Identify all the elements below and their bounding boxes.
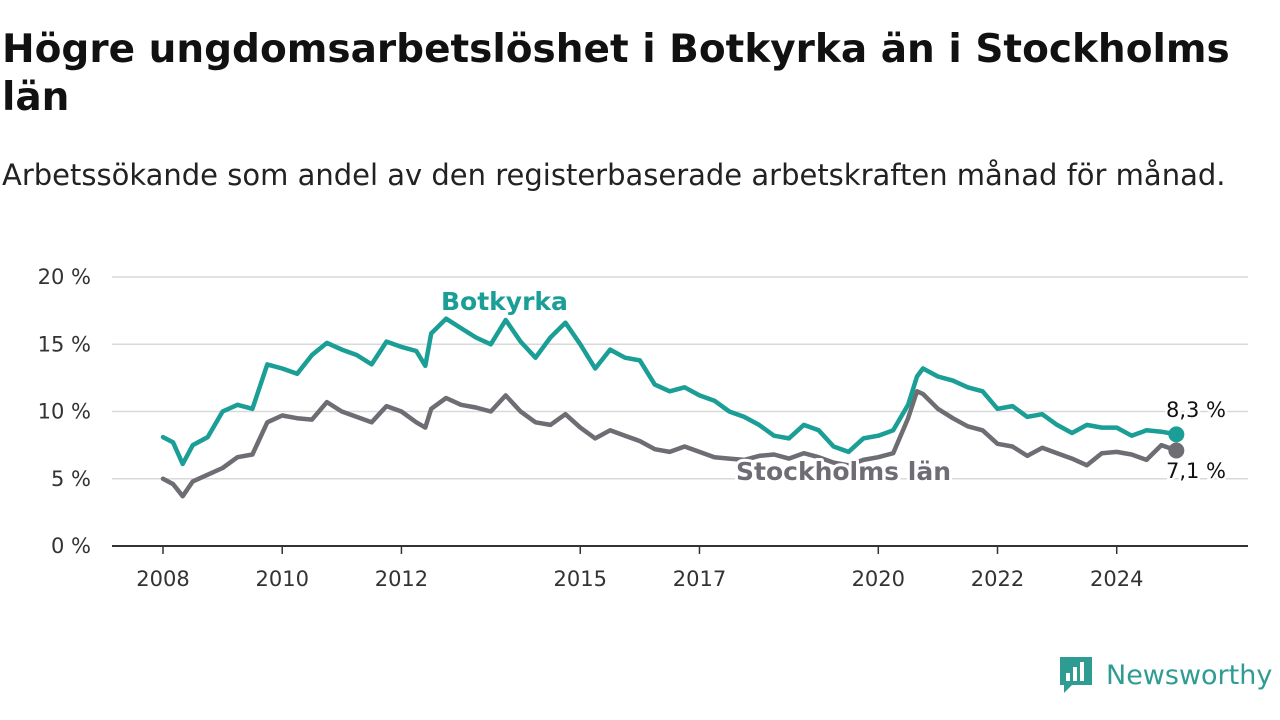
series-line-botkyrka — [160, 316, 1179, 467]
chart-subtitle: Arbetssökande som andel av den registerb… — [2, 158, 1226, 192]
end-point-botkyrka — [1168, 426, 1185, 443]
series-label-botkyrka: Botkyrka — [441, 287, 568, 316]
y-tick-label: 15 % — [38, 332, 91, 356]
end-point-stockholms-lan — [1168, 442, 1185, 459]
x-tick-label: 2008 — [136, 567, 189, 591]
x-tick-label: 2012 — [375, 567, 428, 591]
x-tick-label: 2015 — [554, 567, 607, 591]
y-tick-label: 5 % — [51, 467, 91, 491]
x-tick-label: 2024 — [1090, 567, 1143, 591]
series-lines — [160, 316, 1185, 499]
x-tick-label: 2020 — [852, 567, 905, 591]
chart-title: Högre ungdomsarbetslöshet i Botkyrka än … — [2, 27, 1230, 120]
y-tick-label: 20 % — [38, 265, 91, 289]
brand-logo: Newsworthy — [1058, 654, 1272, 696]
y-axis-ticks: 0 % 5 % 10 % 15 % 20 % — [38, 265, 91, 558]
series-labels: Botkyrka Stockholms län 8,3 % 7,1 % — [438, 284, 1229, 489]
line-chart: 0 %5 %10 %15 %20 % 2008 2010 2012 2015 2017 2… — [38, 265, 1248, 591]
x-axis-ticks: 2008 2010 2012 2015 2017 2020 2022 2024 — [136, 546, 1143, 591]
x-tick-label: 2010 — [255, 567, 308, 591]
end-value-stockholms-lan: 7,1 % — [1166, 459, 1226, 483]
brand-name: Newsworthy — [1106, 659, 1273, 691]
y-tick-label: 0 % — [51, 534, 91, 558]
y-tick-label: 10 % — [38, 400, 91, 424]
x-tick-label: 2022 — [971, 567, 1024, 591]
grid-lines — [112, 276, 1248, 547]
x-tick-label: 2017 — [673, 567, 726, 591]
end-value-botkyrka: 8,3 % — [1166, 398, 1226, 422]
series-label-stockholms-lan: Stockholms län — [736, 457, 951, 486]
series-line-stockholms-lan — [160, 389, 1179, 499]
newsworthy-logo-icon — [1060, 657, 1092, 693]
